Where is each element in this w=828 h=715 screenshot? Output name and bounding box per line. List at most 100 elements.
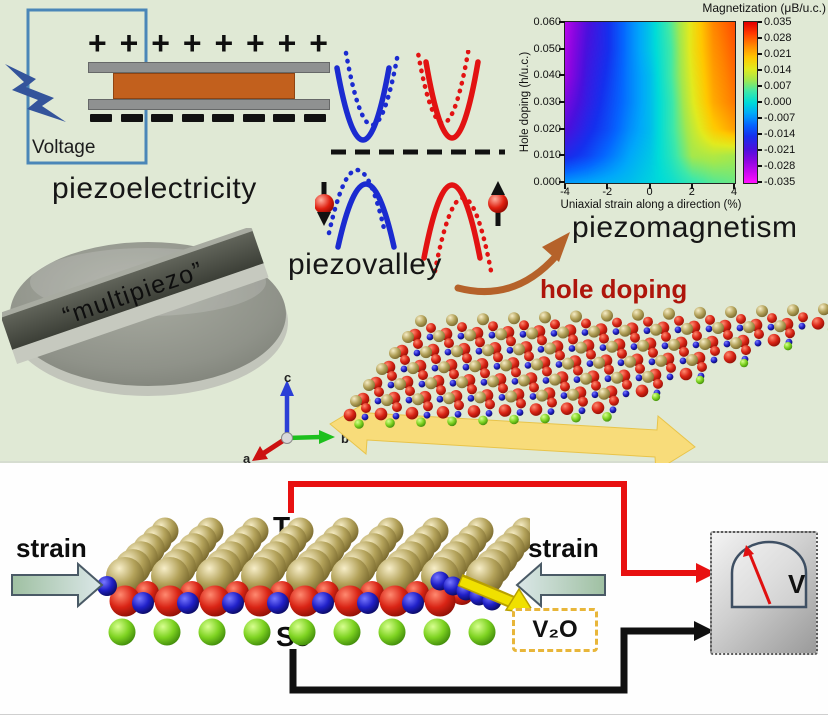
o-atom [493, 362, 501, 370]
needle-tip-icon [743, 545, 754, 557]
colorbar-tick [758, 85, 762, 87]
te-atom [286, 557, 324, 595]
v-atom [387, 371, 397, 381]
v-atom [374, 387, 384, 397]
y-axis-tick-label: 0.060 [533, 16, 561, 28]
piezovalley-label: piezovalley [288, 248, 442, 281]
minus-sign [120, 114, 143, 122]
te-atom [818, 303, 828, 316]
v-atom [578, 396, 588, 407]
conduction-band-blue-dotted [343, 50, 401, 127]
spin-down-arrow-icon [317, 212, 331, 226]
se-atom [385, 418, 395, 428]
spin-up-electron [488, 181, 508, 226]
v-atom [467, 405, 481, 418]
te-atom [420, 346, 432, 359]
spin-up-arrow-icon [491, 181, 505, 195]
o-atom [679, 357, 687, 365]
se-atom [540, 413, 550, 424]
o-atom [568, 345, 576, 352]
lattice-graphic [329, 303, 828, 472]
te-atom [624, 355, 636, 368]
y-axis-tick-label: 0.020 [533, 122, 561, 135]
v-atom [710, 346, 720, 356]
v-atom [400, 355, 410, 365]
te-atom [536, 389, 548, 402]
capacitor-top-plate [88, 62, 330, 73]
plus-sign: + [214, 25, 234, 61]
o-atom [547, 408, 555, 415]
o-atom [537, 346, 545, 353]
o-dopant-atom [357, 592, 379, 614]
v-atom [560, 381, 570, 392]
strain-arrow-right [515, 561, 606, 609]
v-atom [334, 585, 366, 617]
te-atom [663, 307, 675, 320]
te-atom [381, 394, 393, 407]
o-atom [591, 391, 599, 399]
v-atom [405, 386, 415, 397]
o-atom [648, 358, 656, 366]
o-atom [692, 341, 700, 349]
v-atom [199, 585, 231, 617]
o-atom [506, 346, 514, 354]
v-atom [498, 383, 508, 394]
v-atom [436, 406, 450, 419]
b-axis-arrowhead-icon [319, 430, 335, 444]
needle [747, 551, 772, 605]
se-atom [354, 419, 364, 429]
y-axis-tick [559, 21, 565, 23]
te-atom [451, 345, 463, 358]
o-atom [723, 340, 731, 348]
v-atom [418, 370, 428, 381]
v-atom [343, 408, 357, 422]
te-atom [598, 387, 610, 400]
te-atom [632, 308, 644, 321]
magnetization-heatmap: Magnetization (μB/u.c.) Hole doping (h/u… [517, 0, 828, 216]
strain-arrow-left [11, 561, 104, 609]
curved-arrow-shaft [454, 251, 561, 295]
minus-sign [212, 114, 235, 122]
colorbar-tick [758, 37, 762, 39]
o-atom [498, 394, 506, 401]
te-atom [637, 339, 649, 352]
y-axis-tick [559, 127, 565, 130]
v-atom [244, 585, 276, 617]
v-atom [426, 323, 436, 333]
o-atom [457, 332, 465, 340]
se-atom [651, 392, 661, 402]
v-atom [785, 328, 795, 339]
colorbar-tick-label: -0.028 [764, 160, 796, 172]
y-axis-tick [559, 74, 565, 77]
v-atom [431, 354, 441, 365]
o-atom [612, 328, 620, 335]
minus-sign [151, 114, 174, 122]
colorbar-tick [758, 53, 762, 55]
o-atom [529, 393, 537, 400]
v-atom [591, 401, 605, 415]
y-axis-tick-label: 0.040 [533, 69, 561, 82]
v-atom [529, 403, 543, 416]
x-axis-tick-label: -4 [560, 186, 570, 198]
o-atom [754, 339, 762, 347]
o-dopant-atom [402, 592, 424, 614]
v-atom [555, 350, 565, 361]
layered-structure-graphic [97, 517, 530, 646]
curved-arrow-graphic [454, 232, 570, 295]
b-axis-label: b [341, 431, 349, 446]
v-atom [423, 401, 433, 412]
te-atom [580, 372, 592, 385]
plus-sign: + [182, 25, 202, 61]
o-atom [374, 397, 382, 405]
voltage-label: Voltage [32, 137, 96, 158]
plus-sign: + [88, 25, 107, 61]
te-atom [756, 305, 768, 318]
o-atom [400, 365, 408, 373]
o-atom [467, 394, 475, 402]
te-atom [438, 361, 450, 374]
valence-band-red [421, 182, 483, 261]
o-atom [635, 374, 643, 382]
piezoelectricity-label: piezoelectricity [52, 172, 257, 205]
se-atom [333, 618, 361, 646]
se-atom [243, 618, 271, 646]
